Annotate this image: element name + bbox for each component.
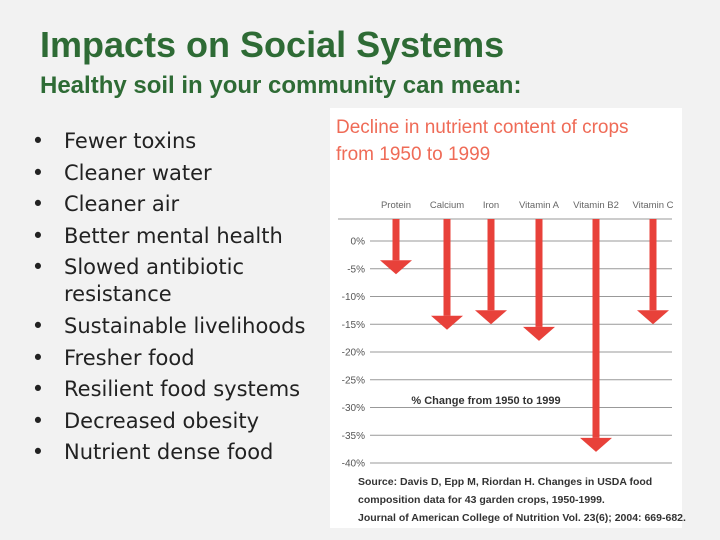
y-tick-label: -20% (342, 348, 365, 359)
bullet-text: Slowed antibiotic resistance (64, 255, 244, 307)
arrow-head (637, 310, 669, 325)
category-label: Vitamin C (632, 200, 673, 211)
bullet-item: • Cleaner air (28, 191, 313, 218)
bullet-dot: • (31, 223, 45, 248)
arrow-head (580, 437, 612, 452)
bullet-dot: • (31, 192, 45, 217)
bullet-text: Decreased obesity (64, 408, 259, 433)
bullet-dot: • (31, 408, 45, 433)
chart-source: Source: Davis D, Epp M, Riordan H. Chang… (358, 473, 688, 527)
bullet-text: Nutrient dense food (64, 440, 274, 465)
arrow-shaft (592, 219, 600, 438)
arrow-head (380, 260, 412, 275)
bullet-item: • Nutrient dense food (28, 439, 313, 466)
bullet-dot: • (31, 377, 45, 402)
category-label: Iron (483, 200, 499, 211)
bullet-dot: • (31, 129, 45, 153)
bullet-item: • Better mental health (28, 223, 313, 250)
bullet-text: Fewer toxins (64, 129, 197, 153)
arrow-shaft (392, 219, 400, 261)
bullet-dot: • (31, 255, 45, 280)
bullet-item: • Fewer toxins (28, 128, 313, 155)
bullet-text: Resilient food systems (64, 377, 301, 402)
y-tick-label: -40% (342, 459, 365, 470)
y-tick-label: -10% (342, 292, 365, 303)
bullet-dot: • (31, 345, 45, 370)
y-tick-label: 0% (351, 237, 366, 248)
arrow-shaft (487, 219, 495, 311)
bullet-dot: • (31, 160, 45, 185)
arrow-shaft (649, 219, 657, 311)
bullet-item: • Decreased obesity (28, 408, 313, 435)
bullet-text: Better mental health (64, 223, 283, 248)
chart-title-line: Decline in nutrient content of crops (336, 117, 629, 138)
bullet-text: Sustainable livelihoods (64, 313, 306, 338)
bullet-item: • Slowed antibiotic resistance (28, 254, 313, 308)
arrow-head (523, 326, 555, 341)
chart-title: Decline in nutrient content of crops fro… (336, 114, 676, 168)
chart-title-line: from 1950 to 1999 (336, 144, 491, 165)
slide-title: Impacts on Social Systems (40, 24, 505, 65)
bullet-list: • Fewer toxins • Cleaner water • Cleaner ai… (28, 128, 313, 471)
bullet-item: • Sustainable livelihoods (28, 313, 313, 340)
arrow-head (475, 310, 507, 325)
chart-panel (330, 108, 682, 528)
category-label: Protein (381, 200, 411, 211)
bullet-text: Cleaner water (64, 160, 212, 185)
y-tick-label: -25% (342, 375, 365, 386)
category-label: Vitamin A (519, 200, 560, 211)
y-tick-label: -30% (342, 403, 365, 414)
arrow-shaft (443, 219, 451, 316)
y-tick-label: -5% (347, 264, 365, 275)
y-tick-label: -15% (342, 320, 365, 331)
source-line: Source: Davis D, Epp M, Riordan H. Chang… (358, 476, 653, 488)
arrow-shaft (535, 219, 543, 327)
bullet-dot: • (31, 313, 45, 338)
bullet-dot: • (31, 440, 45, 465)
source-line: composition data for 43 garden crops, 19… (358, 494, 605, 506)
y-tick-label: -35% (342, 431, 365, 442)
bullet-text: Fresher food (64, 345, 195, 370)
bullet-item: • Resilient food systems (28, 376, 313, 403)
category-label: Calcium (430, 200, 464, 211)
bullet-text: Cleaner air (64, 192, 180, 217)
slide-subtitle: Healthy soil in your community can mean: (40, 72, 522, 99)
source-line: Journal of American College of Nutrition… (358, 512, 686, 524)
arrow-head (431, 315, 463, 330)
bullet-item: • Cleaner water (28, 160, 313, 187)
category-label: Vitamin B2 (573, 200, 619, 211)
bullet-item: • Fresher food (28, 345, 313, 372)
y-axis-caption: % Change from 1950 to 1999 (411, 395, 560, 407)
